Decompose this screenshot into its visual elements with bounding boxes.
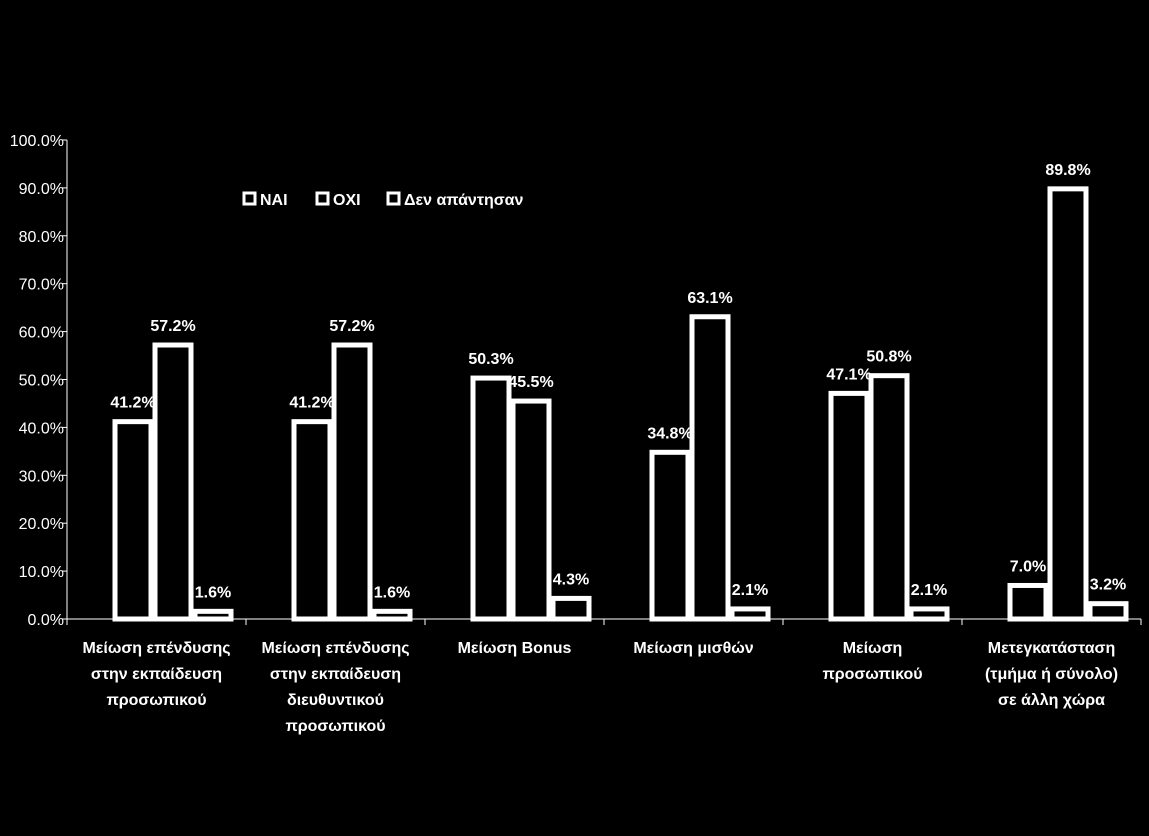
data-label: 89.8% <box>1045 162 1090 179</box>
category-label: Μείωση επένδυσης <box>261 640 409 657</box>
y-tick-label: 50.0% <box>19 373 64 390</box>
chart-data-labels: 41.2% 41.2% 50.3% 34.8% 47.1% 7.0% 57.2% 57.2% 4… <box>110 162 1126 601</box>
category-label: Μετεγκατάσταση <box>988 640 1116 657</box>
chart-bars <box>112 186 1129 622</box>
bar <box>828 390 870 622</box>
y-tick-label: 40.0% <box>19 420 64 437</box>
data-label: 2.1% <box>911 582 947 599</box>
y-tick-label: 30.0% <box>19 468 64 485</box>
category-label: Μείωση μισθών <box>633 640 753 657</box>
category-label: Μείωση <box>843 640 903 657</box>
bar <box>729 606 771 622</box>
y-tick-label: 20.0% <box>19 516 64 533</box>
legend-label: ΟΧΙ <box>333 192 361 209</box>
data-label: 57.2% <box>329 318 374 335</box>
y-tick-label: 10.0% <box>19 564 64 581</box>
y-tick-label: 70.0% <box>19 277 64 294</box>
data-label: 50.8% <box>866 349 911 366</box>
chart-legend: ΝΑΙ ΟΧΙ Δεν απάντησαν <box>242 191 524 209</box>
chart-axes: 0.0% 10.0% 20.0% 30.0% 40.0% 50.0% 60.0% 70.0% 8… <box>10 133 1142 629</box>
category-label: (τμήμα ή σύνολο) <box>985 666 1118 683</box>
data-label: 45.5% <box>508 374 553 391</box>
bar <box>371 608 413 622</box>
category-label: προσωπικού <box>285 718 385 735</box>
legend-label: ΝΑΙ <box>260 192 288 209</box>
category-label: προσωπικού <box>106 692 206 709</box>
bar <box>112 419 154 622</box>
data-label: 50.3% <box>468 351 513 368</box>
legend-swatch <box>386 191 401 206</box>
bar <box>689 314 731 622</box>
bar <box>331 342 373 622</box>
data-label: 57.2% <box>150 318 195 335</box>
data-label: 47.1% <box>826 366 871 383</box>
y-tick-label: 90.0% <box>19 181 64 198</box>
bar <box>192 608 234 622</box>
y-tick-label: 60.0% <box>19 325 64 342</box>
data-label: 41.2% <box>289 395 334 412</box>
data-label: 41.2% <box>110 395 155 412</box>
bar <box>908 606 950 622</box>
bar <box>152 342 194 622</box>
bar <box>291 419 333 622</box>
data-label: 3.2% <box>1090 577 1126 594</box>
category-label: διευθυντικού <box>287 692 384 709</box>
legend-swatch <box>315 191 330 206</box>
y-tick-label: 100.0% <box>10 133 64 150</box>
category-label: σε άλλη χώρα <box>998 692 1105 709</box>
y-tick-label: 0.0% <box>28 612 64 629</box>
category-label: προσωπικού <box>822 666 922 683</box>
data-label: 63.1% <box>687 290 732 307</box>
category-label: στην εκπαίδευση <box>270 666 401 683</box>
chart-category-labels: Μείωση επένδυσης στην εκπαίδευση προσωπικο… <box>82 640 1118 735</box>
bar <box>1087 601 1129 622</box>
legend-swatch <box>242 191 257 206</box>
data-label: 7.0% <box>1010 558 1046 575</box>
data-label: 34.8% <box>647 425 692 442</box>
category-label: Μείωση επένδυσης <box>82 640 230 657</box>
data-label: 4.3% <box>553 571 589 588</box>
bar <box>1007 582 1049 622</box>
bar <box>868 373 910 622</box>
category-label: στην εκπαίδευση <box>91 666 222 683</box>
y-tick-label: 80.0% <box>19 229 64 246</box>
bar <box>510 398 552 622</box>
data-label: 1.6% <box>195 584 231 601</box>
legend-label: Δεν απάντησαν <box>404 192 524 209</box>
bar <box>649 449 691 622</box>
data-label: 2.1% <box>732 582 768 599</box>
data-label: 1.6% <box>374 584 410 601</box>
bar <box>1047 186 1089 622</box>
bar <box>550 595 592 622</box>
bar <box>470 375 512 622</box>
category-label: Μείωση Bonus <box>458 640 572 657</box>
